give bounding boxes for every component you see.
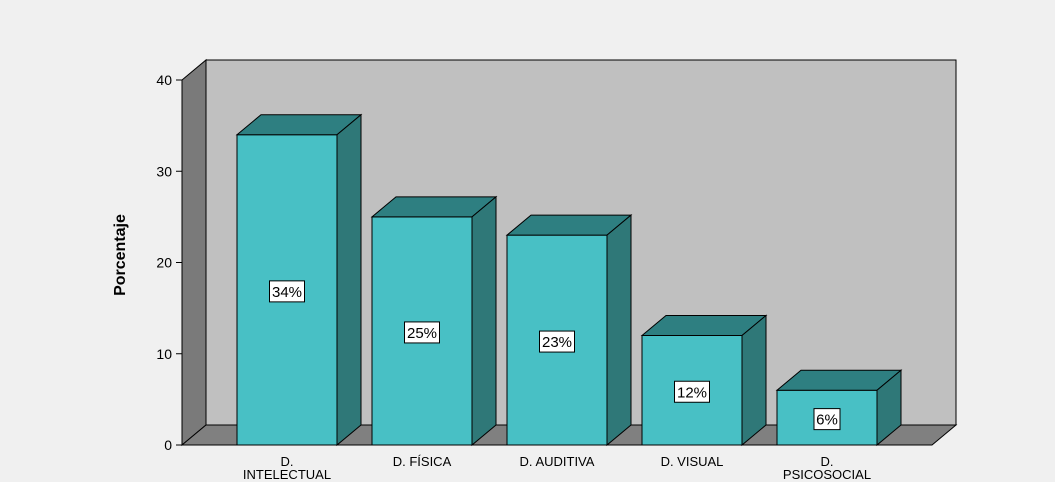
bar-side [606,214,632,447]
data-label: 6% [816,412,838,429]
data-label-box [813,408,841,431]
y-tick-label: 20 [156,255,172,271]
data-label: 23% [542,334,572,351]
bar-side [471,195,497,447]
data-label: 12% [677,384,707,401]
category-label: D. VISUAL [661,454,724,469]
category-label: D. FÍSICA [393,454,452,469]
bar: 23% [505,214,633,447]
data-label: 25% [407,325,437,342]
y-tick-label: 30 [156,163,172,179]
category-label: D. [821,454,834,469]
bar: 6% [775,369,903,447]
y-axis: 0 10 20 30 40 [156,72,183,453]
bar-side [336,113,362,447]
data-label: 34% [272,284,302,301]
category-label: D. [281,454,294,469]
bar: 25% [370,195,498,447]
bars: 34% 25% 23% 12% 6% [235,113,903,447]
category-label: INTELECTUAL [243,467,331,482]
data-label-box [539,330,575,353]
data-label-box [674,380,710,403]
bar-side [741,314,767,447]
y-tick-label: 40 [156,72,172,88]
y-axis-label: Porcentaje [112,214,129,296]
data-label-box [404,321,440,344]
category-label: PSICOSOCIAL [783,467,871,482]
category-label: D. AUDITIVA [520,454,595,469]
bar: 12% [640,314,768,447]
side-wall [181,58,207,447]
bar-side [876,369,902,447]
y-tick-label: 10 [156,346,172,362]
y-tick-label: 0 [164,437,172,453]
bar: 34% [235,113,363,447]
data-label-box [269,280,305,303]
